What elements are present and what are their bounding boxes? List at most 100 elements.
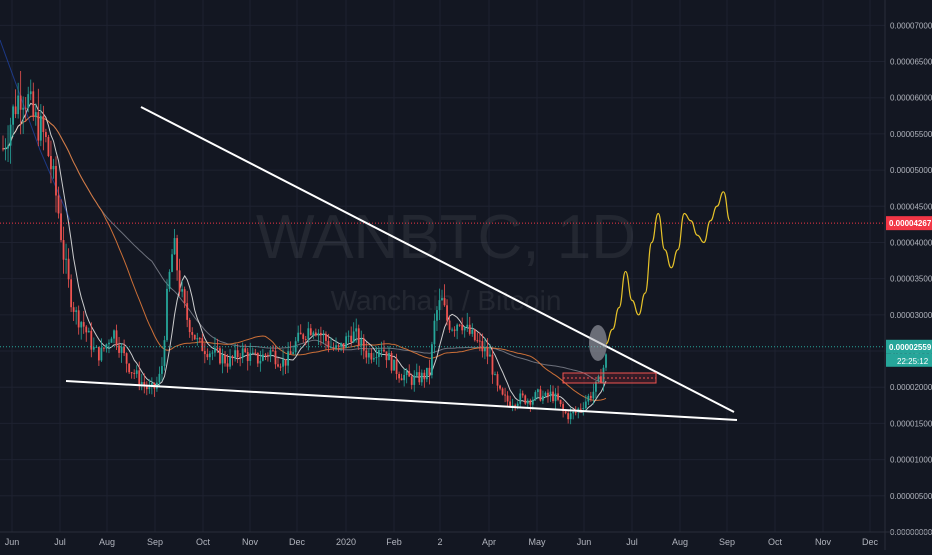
candle-body <box>50 156 52 170</box>
candle-body <box>277 364 279 367</box>
candle-body <box>186 303 189 320</box>
candle-body <box>489 354 491 357</box>
candle-body <box>317 332 320 336</box>
candle-body <box>221 354 224 364</box>
candle-body <box>27 94 30 108</box>
candle-body <box>60 213 62 241</box>
x-tick-label: Dec <box>862 537 879 547</box>
candle-body <box>97 346 100 361</box>
candle-body <box>451 329 453 331</box>
candle-body <box>589 395 592 399</box>
candle-body <box>597 376 600 382</box>
candle-body <box>584 401 587 409</box>
candle-body <box>219 348 221 364</box>
candle-body <box>425 367 428 380</box>
upper-trendline <box>140 106 735 413</box>
candle-body <box>554 393 557 402</box>
candle-body <box>400 378 403 381</box>
candle-body <box>120 346 123 353</box>
candle-body <box>269 350 272 356</box>
candle-body <box>176 238 178 271</box>
candle-body <box>579 408 582 410</box>
candle-body <box>347 335 350 337</box>
candle-body <box>552 391 554 402</box>
candle-body <box>9 124 12 146</box>
candle-body <box>224 354 226 364</box>
candle-body <box>362 338 365 351</box>
candle-body <box>304 338 307 340</box>
candle-body <box>229 356 231 367</box>
candle-body <box>410 376 413 385</box>
candle-body <box>128 363 131 373</box>
candle-body <box>357 328 360 346</box>
candle-body <box>67 258 70 280</box>
candle-body <box>536 389 539 393</box>
candle-body <box>557 393 559 400</box>
candle-body <box>208 353 211 358</box>
candle-body <box>299 332 302 335</box>
candle-body <box>292 352 295 354</box>
candle-body <box>234 350 237 359</box>
candle-body <box>408 371 411 377</box>
candle-body <box>592 391 595 399</box>
candle-body <box>542 395 544 401</box>
candle-body <box>65 258 67 260</box>
candle-body <box>75 310 78 312</box>
candle-body <box>549 391 552 397</box>
candle-body <box>226 363 229 367</box>
candle-body <box>501 388 504 395</box>
candle-body <box>103 347 105 349</box>
candle-body <box>113 330 115 339</box>
candle-body <box>322 334 325 336</box>
x-tick-label: Apr <box>482 537 496 547</box>
candle-body <box>203 351 206 355</box>
candle-body <box>14 106 17 115</box>
x-tick-label: Oct <box>196 537 211 547</box>
candle-body <box>345 336 348 349</box>
candle-body <box>7 145 9 149</box>
watermark-symbol: WANBTC, 1D <box>256 203 636 272</box>
candle-body <box>261 354 264 361</box>
drawings[interactable] <box>0 106 885 421</box>
candle-body <box>183 289 186 304</box>
candle-body <box>390 353 393 371</box>
candle-body <box>193 334 196 340</box>
candle-body <box>403 374 406 381</box>
candle-body <box>511 405 514 407</box>
candle-body <box>600 376 602 384</box>
candle-body <box>168 271 171 289</box>
candle-body <box>90 330 93 350</box>
candle-body <box>17 95 20 115</box>
candle-body <box>509 401 512 407</box>
candle-body <box>466 324 469 328</box>
ma-blue-line <box>0 39 71 221</box>
candle-body <box>436 310 438 321</box>
last-price-label: 0.00002559 <box>889 343 932 352</box>
x-tick-label: Jun <box>5 537 20 547</box>
candle-body <box>214 347 216 353</box>
candle-body <box>148 387 151 390</box>
candle-body <box>158 373 161 383</box>
y-tick-label: 0.00005000 <box>890 166 932 175</box>
candle-body <box>481 341 484 352</box>
candle-body <box>385 351 388 361</box>
x-tick-label: Aug <box>99 537 115 547</box>
candle-body <box>87 330 90 333</box>
candle-body <box>521 393 524 396</box>
candle-body <box>468 324 471 334</box>
y-tick-label: 0.00006000 <box>890 94 932 103</box>
x-tick-label: Nov <box>815 537 832 547</box>
candle-body <box>110 338 113 343</box>
candle-body <box>471 329 474 334</box>
candle-body <box>44 132 47 137</box>
candle-body <box>418 372 421 383</box>
candle-body <box>52 165 55 170</box>
candle-body <box>499 385 501 389</box>
candle-body <box>463 327 466 331</box>
candle-body <box>125 353 128 364</box>
candle-body <box>438 300 441 311</box>
y-tick-label: 0.00007000 <box>890 21 932 30</box>
y-tick-label: 0.00001500 <box>890 419 932 428</box>
candle-body <box>478 340 481 342</box>
